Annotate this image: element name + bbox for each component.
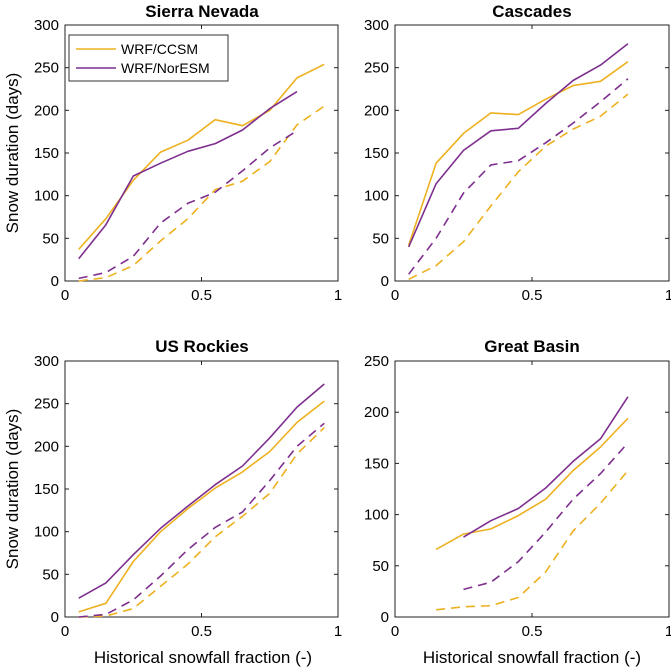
series-line-wrf-ccsm-future [408,93,629,281]
series-line-wrf-noresm-future [408,78,629,275]
y-tick-label: 250 [34,396,59,413]
y-tick-label: 50 [372,230,389,247]
y-tick-label: 150 [364,455,389,472]
legend-label-noresm: WRF/NorESM [121,60,210,76]
y-tick-label: 100 [34,524,59,541]
x-tick-label: 1 [334,623,342,640]
panel-us-rockies: US Rockies 0 50 100 150 200 250 300 0 0.5 1 [34,337,342,640]
y-axis-label-bottom: Snow duration (days) [3,409,22,570]
x-tick-label: 0.5 [522,287,543,304]
y-tick-label: 250 [34,60,59,77]
panel-title: US Rockies [155,337,249,356]
y-tick-label: 50 [372,558,389,575]
ticks: 0 50 100 150 200 250 0 0.5 1 [364,353,671,640]
y-tick-label: 200 [34,102,59,119]
x-tick-label: 0.5 [191,287,212,304]
series-line-wrf-ccsm-historical [435,417,629,551]
y-tick-label: 100 [34,188,59,205]
legend-box [68,34,229,82]
panel-cascades: Cascades 0 50 100 150 200 250 300 0 0.5 1 [364,2,671,304]
x-tick-label: 1 [334,287,342,304]
x-tick-label: 1 [665,287,671,304]
series-lines [435,396,629,611]
series-line-wrf-noresm-future [78,422,325,618]
y-tick-label: 50 [42,230,59,247]
y-tick-label: 200 [364,404,389,421]
panel-title: Great Basin [484,337,579,356]
panel-title: Cascades [492,2,571,21]
y-tick-label: 200 [34,438,59,455]
ticks: 0 50 100 150 200 250 300 0 0.5 1 [34,353,342,640]
y-tick-label: 300 [34,17,59,34]
y-tick-label: 150 [34,481,59,498]
x-tick-label: 0.5 [522,623,543,640]
y-tick-label: 150 [364,145,389,162]
series-line-wrf-noresm-historical [78,90,298,260]
y-tick-label: 0 [51,609,59,626]
plot-area [394,24,670,282]
series-line-wrf-noresm-future [78,130,298,280]
series-lines [78,63,325,282]
plot-area [394,360,670,618]
series-line-wrf-ccsm-historical [78,400,325,613]
y-tick-label: 0 [381,273,389,290]
x-axis-label-left: Historical snowfall fraction (-) [94,648,312,667]
y-tick-label: 0 [51,273,59,290]
y-tick-label: 100 [364,188,389,205]
series-lines [407,43,629,281]
y-tick-label: 50 [42,566,59,583]
y-tick-label: 250 [364,60,389,77]
series-line-wrf-noresm-historical [78,383,325,599]
x-tick-label: 0 [61,623,69,640]
series-line-wrf-ccsm-future [78,105,325,282]
x-tick-label: 1 [665,623,671,640]
plot-area [64,360,339,618]
panel-great-basin: Great Basin 0 50 100 150 200 250 0 0.5 1 [364,337,671,640]
x-tick-label: 0 [391,623,399,640]
ticks: 0 50 100 150 200 250 300 0 0.5 1 [364,17,671,304]
y-tick-label: 150 [34,145,59,162]
series-line-wrf-ccsm-future [78,427,325,618]
panel-sierra-nevada: Sierra Nevada 0 50 100 150 200 250 300 0 0.5 1 WR… [34,2,342,304]
y-tick-label: 300 [34,353,59,370]
series-line-wrf-ccsm-historical [407,61,629,246]
y-tick-label: 100 [364,507,389,524]
y-axis-label-top: Snow duration (days) [3,73,22,234]
x-tick-label: 0.5 [191,623,212,640]
panel-title: Sierra Nevada [145,2,259,21]
series-line-wrf-noresm-historical [407,43,629,248]
y-tick-label: 250 [364,353,389,370]
legend-label-ccsm: WRF/CCSM [121,41,198,57]
series-line-wrf-noresm-historical [463,396,629,538]
x-axis-label-right: Historical snowfall fraction (-) [423,648,641,667]
y-tick-label: 200 [364,102,389,119]
series-line-wrf-noresm-future [463,442,629,591]
x-tick-label: 0 [391,287,399,304]
ticks: 0 50 100 150 200 250 300 0 0.5 1 [34,17,342,304]
series-line-wrf-ccsm-future [436,470,629,611]
series-lines [78,383,325,618]
legend: WRF/CCSM WRF/NorESM [68,34,229,82]
y-tick-label: 300 [364,17,389,34]
series-line-wrf-ccsm-historical [78,63,325,250]
x-tick-label: 0 [61,287,69,304]
y-tick-label: 0 [381,609,389,626]
